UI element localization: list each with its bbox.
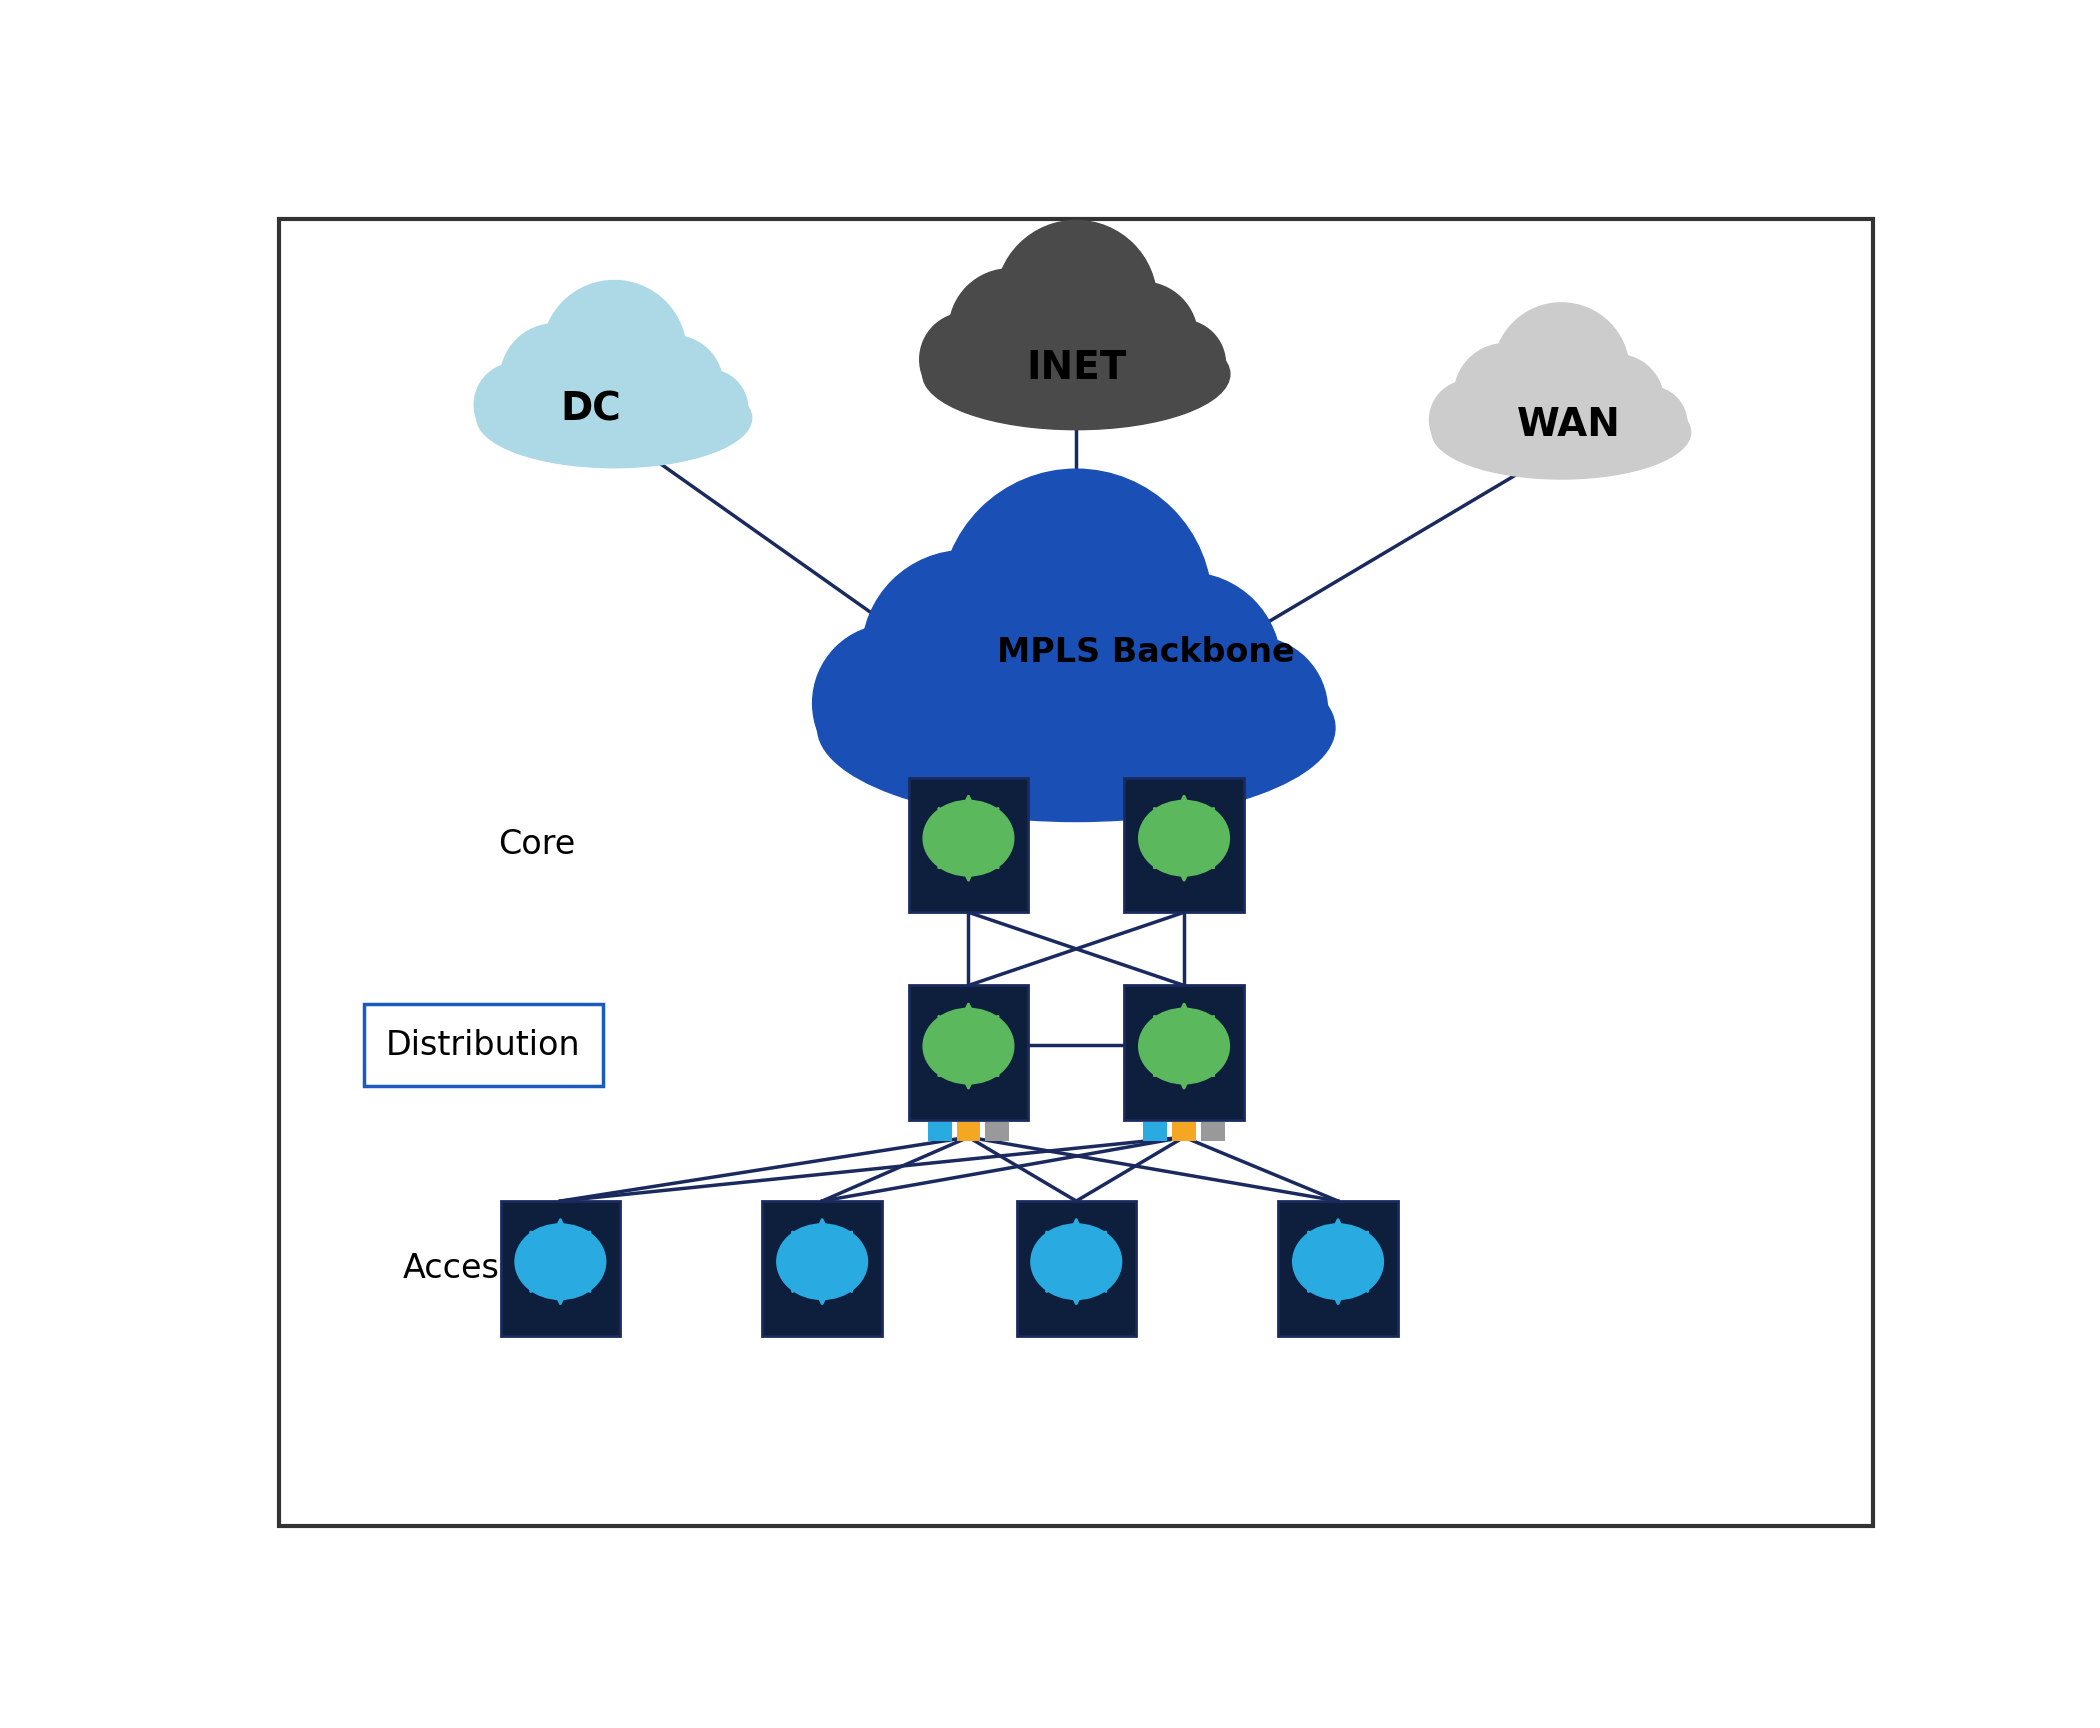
Ellipse shape bbox=[1453, 344, 1558, 448]
Text: MPLS Backbone: MPLS Backbone bbox=[998, 636, 1294, 669]
FancyBboxPatch shape bbox=[1172, 1121, 1197, 1140]
FancyBboxPatch shape bbox=[928, 1121, 951, 1140]
Ellipse shape bbox=[1571, 354, 1663, 448]
FancyBboxPatch shape bbox=[500, 1201, 620, 1336]
Text: WAN: WAN bbox=[1516, 406, 1621, 444]
FancyBboxPatch shape bbox=[1016, 1201, 1136, 1336]
Ellipse shape bbox=[777, 1223, 867, 1299]
Ellipse shape bbox=[500, 323, 611, 434]
FancyBboxPatch shape bbox=[1279, 1201, 1399, 1336]
Ellipse shape bbox=[1432, 385, 1690, 479]
Ellipse shape bbox=[1493, 302, 1630, 439]
Text: INET: INET bbox=[1027, 349, 1126, 387]
Ellipse shape bbox=[1138, 1009, 1228, 1083]
Ellipse shape bbox=[1613, 387, 1686, 461]
Ellipse shape bbox=[1086, 282, 1197, 392]
Ellipse shape bbox=[475, 363, 559, 448]
FancyBboxPatch shape bbox=[762, 1201, 882, 1336]
FancyBboxPatch shape bbox=[1124, 985, 1243, 1120]
Ellipse shape bbox=[624, 335, 722, 435]
Ellipse shape bbox=[1294, 1223, 1384, 1299]
Ellipse shape bbox=[1180, 636, 1327, 785]
FancyBboxPatch shape bbox=[909, 985, 1029, 1120]
Ellipse shape bbox=[542, 280, 687, 425]
FancyBboxPatch shape bbox=[1201, 1121, 1224, 1140]
Text: Access: Access bbox=[403, 1251, 517, 1286]
Ellipse shape bbox=[1138, 320, 1226, 408]
FancyBboxPatch shape bbox=[956, 1121, 981, 1140]
Ellipse shape bbox=[1430, 380, 1508, 460]
FancyBboxPatch shape bbox=[909, 778, 1029, 912]
Ellipse shape bbox=[941, 470, 1212, 740]
Ellipse shape bbox=[1031, 1223, 1121, 1299]
Ellipse shape bbox=[920, 313, 1014, 406]
Ellipse shape bbox=[514, 1223, 605, 1299]
Ellipse shape bbox=[477, 368, 752, 468]
Ellipse shape bbox=[924, 800, 1014, 876]
Ellipse shape bbox=[924, 1009, 1014, 1083]
Ellipse shape bbox=[995, 221, 1157, 382]
Ellipse shape bbox=[813, 624, 970, 783]
Ellipse shape bbox=[1094, 572, 1281, 760]
Ellipse shape bbox=[670, 370, 748, 448]
Text: DC: DC bbox=[561, 391, 622, 429]
Ellipse shape bbox=[1138, 800, 1228, 876]
Ellipse shape bbox=[817, 634, 1336, 821]
Text: Core: Core bbox=[498, 828, 575, 862]
Ellipse shape bbox=[949, 270, 1071, 392]
Ellipse shape bbox=[922, 318, 1231, 430]
FancyBboxPatch shape bbox=[1124, 778, 1243, 912]
Text: Distribution: Distribution bbox=[386, 1028, 582, 1061]
FancyBboxPatch shape bbox=[363, 1004, 603, 1085]
FancyBboxPatch shape bbox=[985, 1121, 1008, 1140]
Ellipse shape bbox=[861, 551, 1069, 757]
FancyBboxPatch shape bbox=[1144, 1121, 1168, 1140]
